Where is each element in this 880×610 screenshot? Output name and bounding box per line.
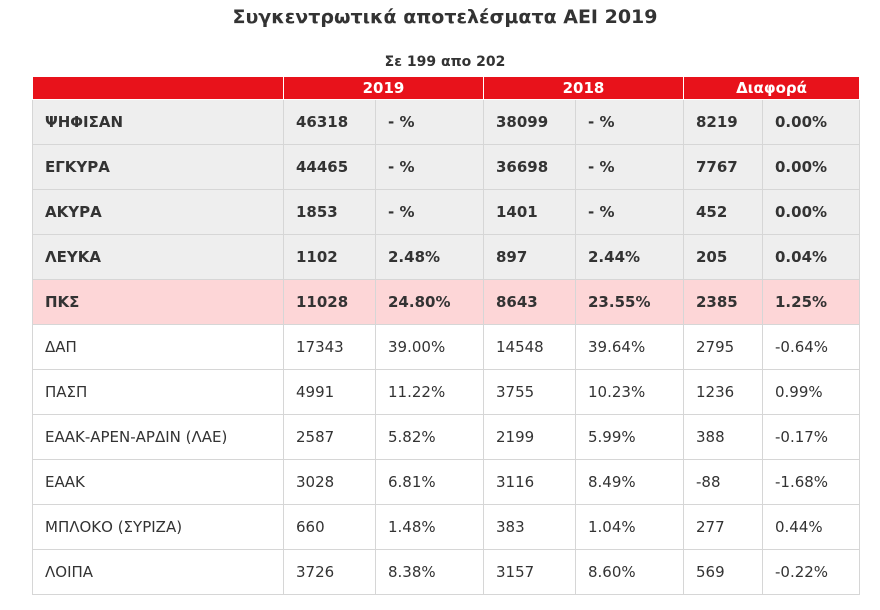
cell: 0.99%: [762, 369, 860, 415]
results-table: 2019 2018 Διαφορά ΨΗΦΙΣΑΝ 46318- % 38099- % 8…: [32, 76, 860, 595]
cell: 24.80%: [375, 279, 484, 325]
cell: - %: [375, 99, 484, 145]
cell: -1.68%: [762, 459, 860, 505]
cell: 3726: [283, 549, 376, 595]
table-row: ΛΕΥΚΑ 1102 2.48% 897 2.44% 205 0.04%: [32, 234, 860, 280]
cell: 38099: [483, 99, 576, 145]
row-label: ΕΑΑΚ-ΑΡΕΝ-ΑΡΔΙΝ (ΛΑΕ): [32, 414, 284, 460]
cell: 388: [683, 414, 763, 460]
cell: 1.04%: [575, 504, 684, 550]
cell: 1401: [483, 189, 576, 235]
cell: 5.99%: [575, 414, 684, 460]
row-label: ΑΚΥΡΑ: [32, 189, 284, 235]
row-label: ΠΑΣΠ: [32, 369, 284, 415]
cell: 6.81%: [375, 459, 484, 505]
cell: 2587: [283, 414, 376, 460]
cell: 2.48%: [375, 234, 484, 280]
cell: 3116: [483, 459, 576, 505]
cell: 1.48%: [375, 504, 484, 550]
row-label: ΠΚΣ: [32, 279, 284, 325]
cell: 897: [483, 234, 576, 280]
cell: - %: [375, 144, 484, 190]
row-label: ΕΑΑΚ: [32, 459, 284, 505]
header-cell: 2018: [483, 76, 684, 100]
cell: 0.00%: [762, 99, 860, 145]
cell: 2199: [483, 414, 576, 460]
cell: 1102: [283, 234, 376, 280]
title: Συγκεντρωτικά αποτελέσματα ΑΕΙ 2019: [232, 6, 658, 28]
cell: 0.44%: [762, 504, 860, 550]
header-cell: 2019: [283, 76, 484, 100]
cell: -0.17%: [762, 414, 860, 460]
cell: 383: [483, 504, 576, 550]
table-row: ΠΚΣ 11028 24.80% 8643 23.55% 2385 1.25%: [32, 279, 860, 325]
cell: 1853: [283, 189, 376, 235]
cell: 11.22%: [375, 369, 484, 415]
subtitle: Σε 199 απο 202: [384, 54, 506, 70]
table-row: ΕΑΑΚ 3028 6.81% 3116 8.49% -88 -1.68%: [32, 459, 860, 505]
cell: 4991: [283, 369, 376, 415]
row-label: ΛΕΥΚΑ: [32, 234, 284, 280]
cell: - %: [375, 189, 484, 235]
table-row: ΛΟΙΠΑ 3726 8.38% 3157 8.60% 569 -0.22%: [32, 549, 860, 595]
cell: 8219: [683, 99, 763, 145]
cell: 0.04%: [762, 234, 860, 280]
table-row: ΠΑΣΠ 4991 11.22% 3755 10.23% 1236 0.99%: [32, 369, 860, 415]
cell: 46318: [283, 99, 376, 145]
cell: 14548: [483, 324, 576, 370]
row-label: ΛΟΙΠΑ: [32, 549, 284, 595]
cell: 1236: [683, 369, 763, 415]
cell: 2.44%: [575, 234, 684, 280]
row-label: ΜΠΛΟΚΟ (ΣΥΡΙΖΑ): [32, 504, 284, 550]
cell: -88: [683, 459, 763, 505]
header-cell: [32, 76, 284, 100]
cell: 3755: [483, 369, 576, 415]
cell: 3028: [283, 459, 376, 505]
row-label: ΨΗΦΙΣΑΝ: [32, 99, 284, 145]
table-row: ΔΑΠ 17343 39.00% 14548 39.64% 2795 -0.64%: [32, 324, 860, 370]
table-row: ΕΓΚΥΡΑ 44465- % 36698- % 7767 0.00%: [32, 144, 860, 190]
header-row: 2019 2018 Διαφορά: [32, 76, 860, 100]
cell: 0.00%: [762, 144, 860, 190]
row-label: ΔΑΠ: [32, 324, 284, 370]
cell: 0.00%: [762, 189, 860, 235]
table-row: ΜΠΛΟΚΟ (ΣΥΡΙΖΑ) 660 1.48% 383 1.04% 277 0.44%: [32, 504, 860, 550]
cell: 569: [683, 549, 763, 595]
cell: 7767: [683, 144, 763, 190]
cell: 10.23%: [575, 369, 684, 415]
cell: 11028: [283, 279, 376, 325]
cell: 39.00%: [375, 324, 484, 370]
cell: 17343: [283, 324, 376, 370]
cell: 44465: [283, 144, 376, 190]
cell: 8.38%: [375, 549, 484, 595]
cell: 36698: [483, 144, 576, 190]
cell: 23.55%: [575, 279, 684, 325]
cell: - %: [575, 189, 684, 235]
row-label: ΕΓΚΥΡΑ: [32, 144, 284, 190]
cell: 660: [283, 504, 376, 550]
cell: 452: [683, 189, 763, 235]
cell: 8643: [483, 279, 576, 325]
cell: 5.82%: [375, 414, 484, 460]
cell: 1.25%: [762, 279, 860, 325]
table-row: ΕΑΑΚ-ΑΡΕΝ-ΑΡΔΙΝ (ΛΑΕ) 2587 5.82% 2199 5.99% 3…: [32, 414, 860, 460]
cell: - %: [575, 99, 684, 145]
header-cell: Διαφορά: [683, 76, 860, 100]
cell: -0.22%: [762, 549, 860, 595]
cell: 8.60%: [575, 549, 684, 595]
cell: - %: [575, 144, 684, 190]
table-row: ΑΚΥΡΑ 1853- % 1401- % 452 0.00%: [32, 189, 860, 235]
cell: 2795: [683, 324, 763, 370]
cell: 8.49%: [575, 459, 684, 505]
cell: 277: [683, 504, 763, 550]
cell: 3157: [483, 549, 576, 595]
cell: 205: [683, 234, 763, 280]
cell: 2385: [683, 279, 763, 325]
table-row: ΨΗΦΙΣΑΝ 46318- % 38099- % 8219 0.00%: [32, 99, 860, 145]
cell: 39.64%: [575, 324, 684, 370]
cell: -0.64%: [762, 324, 860, 370]
